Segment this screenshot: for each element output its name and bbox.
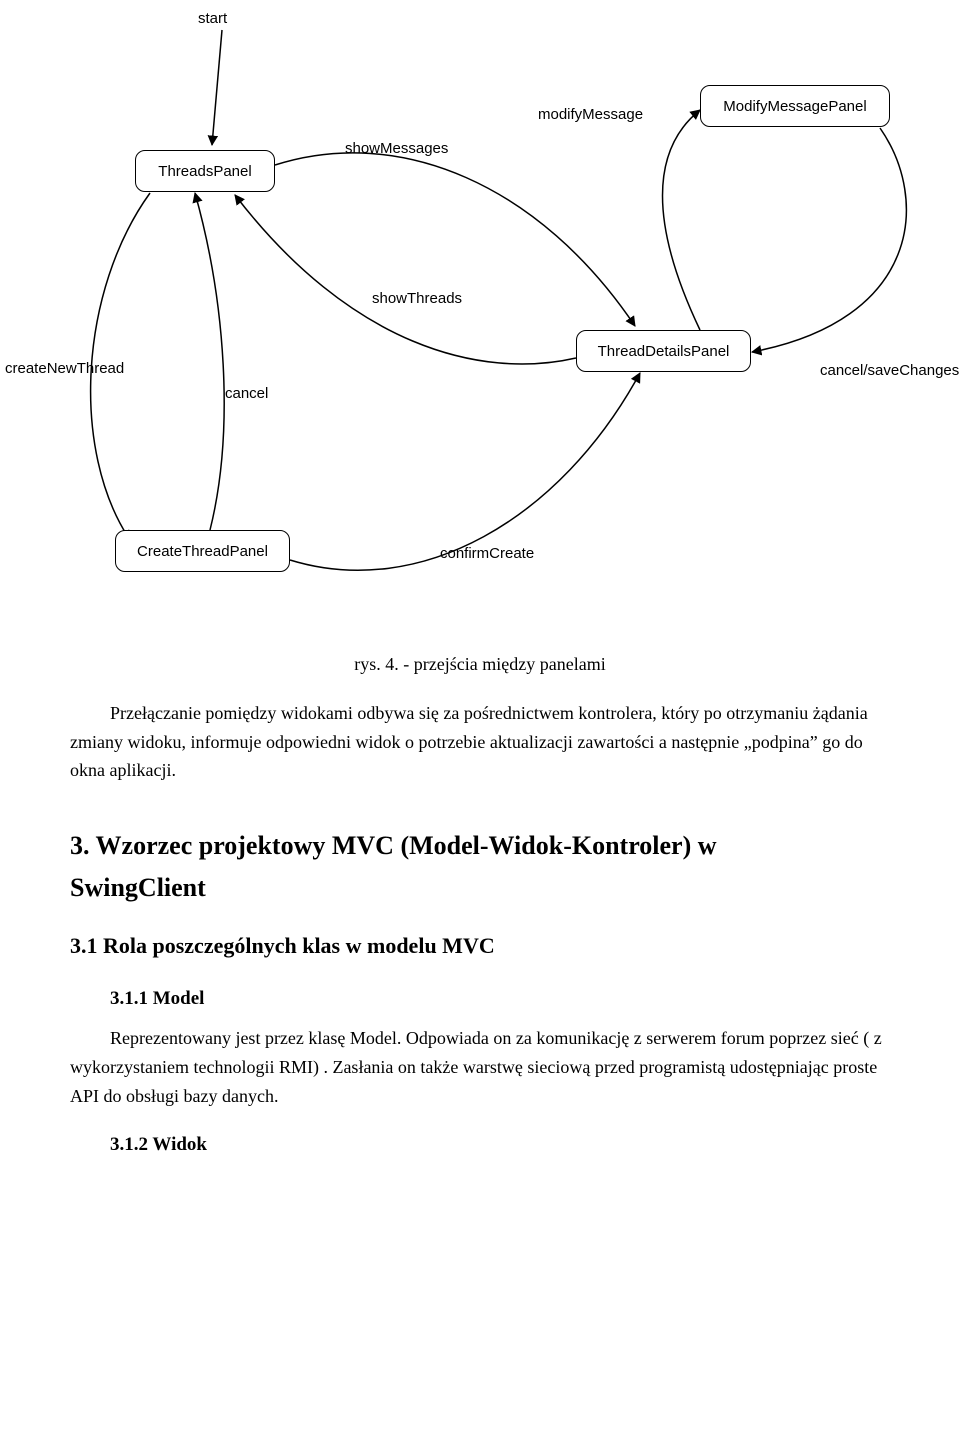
node-modify-message-panel-label: ModifyMessagePanel (723, 98, 866, 115)
edge-label-modify-message: modifyMessage (538, 106, 643, 123)
edge-label-cancel: cancel (225, 385, 268, 402)
node-thread-details-panel: ThreadDetailsPanel (576, 330, 751, 372)
page: start ThreadsPanel ModifyMessagePanel Th… (0, 0, 960, 1211)
node-create-thread-panel: CreateThreadPanel (115, 530, 290, 572)
edge-modify-message (663, 110, 701, 330)
paragraph-model: Reprezentowany jest przez klasę Model. O… (70, 1024, 890, 1110)
heading-section-3: 3. Wzorzec projektowy MVC (Model-Widok-K… (70, 825, 890, 908)
heading-section-3-1-1: 3.1.1 Model (110, 984, 890, 1014)
node-thread-details-panel-label: ThreadDetailsPanel (598, 343, 730, 360)
heading-section-3-line1: 3. Wzorzec projektowy MVC (Model-Widok-K… (70, 825, 890, 867)
edge-label-show-threads: showThreads (372, 290, 462, 307)
node-create-thread-panel-label: CreateThreadPanel (137, 543, 268, 560)
node-threads-panel-label: ThreadsPanel (158, 163, 251, 180)
paragraph-intro: Przełączanie pomiędzy widokami odbywa si… (70, 699, 890, 785)
edge-cancel (195, 193, 224, 530)
state-diagram: start ThreadsPanel ModifyMessagePanel Th… (0, 0, 960, 600)
edge-label-create-new-thread: createNewThread (5, 360, 124, 377)
node-modify-message-panel: ModifyMessagePanel (700, 85, 890, 127)
heading-section-3-1-2: 3.1.2 Widok (110, 1130, 890, 1160)
heading-section-3-line2: SwingClient (70, 867, 890, 909)
edge-confirm-create (290, 373, 640, 570)
heading-section-3-1: 3.1 Rola poszczególnych klas w modelu MV… (70, 928, 890, 963)
edge-label-confirm-create: confirmCreate (440, 545, 534, 562)
edge-start (212, 30, 222, 145)
edge-cancel-save (752, 128, 906, 352)
node-threads-panel: ThreadsPanel (135, 150, 275, 192)
edge-show-threads (235, 195, 576, 364)
edge-label-cancel-save: cancel/saveChanges (820, 362, 959, 379)
figure-caption: rys. 4. - przejścia między panelami (70, 650, 890, 679)
document-body: rys. 4. - przejścia między panelami Prze… (0, 600, 960, 1211)
edge-label-show-messages: showMessages (345, 140, 448, 157)
start-label: start (198, 10, 227, 27)
